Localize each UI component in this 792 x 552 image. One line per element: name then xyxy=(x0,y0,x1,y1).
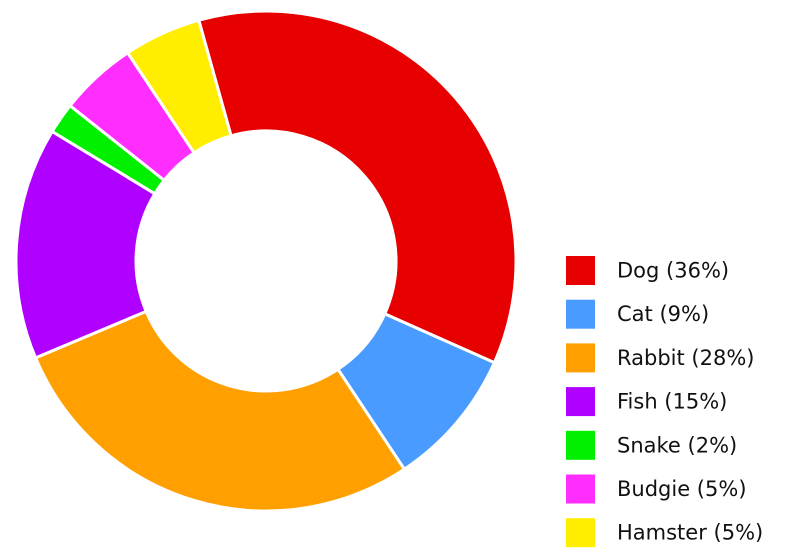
legend-label-budgie: Budgie (5%) xyxy=(617,477,747,501)
legend-swatch-cat xyxy=(566,299,595,329)
slice-dog xyxy=(196,9,518,365)
legend-swatch-snake xyxy=(566,430,595,460)
donut-slices xyxy=(14,9,518,513)
legend-swatch-budgie xyxy=(566,474,595,504)
legend-label-rabbit: Rabbit (28%) xyxy=(617,346,754,370)
slice-hamster xyxy=(125,18,233,155)
slice-fish xyxy=(14,129,157,360)
legend-label-snake: Snake (2%) xyxy=(617,433,737,457)
legend-label-hamster: Hamster (5%) xyxy=(617,521,763,545)
chart-legend: Dog (36%) Cat (9%) Rabbit (28%) Fish (15%) S… xyxy=(566,256,763,548)
legend-label-fish: Fish (15%) xyxy=(617,390,727,414)
legend-swatch-fish xyxy=(566,387,595,417)
legend-label-cat: Cat (9%) xyxy=(617,302,709,326)
legend-swatch-dog xyxy=(566,256,595,285)
legend-swatch-rabbit xyxy=(566,343,595,373)
legend-label-dog: Dog (36%) xyxy=(617,259,729,283)
legend-swatch-hamster xyxy=(566,518,595,548)
slice-rabbit xyxy=(33,309,407,513)
